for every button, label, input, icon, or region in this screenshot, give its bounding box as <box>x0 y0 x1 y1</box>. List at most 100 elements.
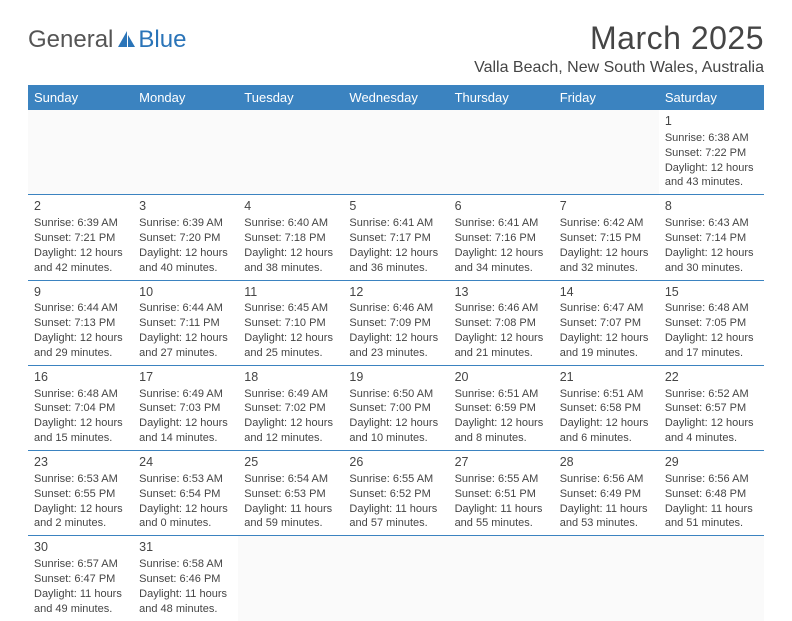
day-cell <box>343 536 448 621</box>
sunset-text: Sunset: 6:53 PM <box>244 487 337 502</box>
day1-text: Daylight: 12 hours <box>139 246 232 261</box>
day2-text: and 30 minutes. <box>665 261 758 276</box>
weekday-header: Thursday <box>449 85 554 110</box>
sunset-text: Sunset: 7:22 PM <box>665 146 758 161</box>
day-cell: 22Sunrise: 6:52 AMSunset: 6:57 PMDayligh… <box>659 365 764 450</box>
day-number: 17 <box>139 369 232 386</box>
day2-text: and 36 minutes. <box>349 261 442 276</box>
header: General Blue March 2025 Valla Beach, New… <box>28 20 764 77</box>
month-title: March 2025 <box>474 20 764 57</box>
day2-text: and 53 minutes. <box>560 516 653 531</box>
day-number: 18 <box>244 369 337 386</box>
day2-text: and 10 minutes. <box>349 431 442 446</box>
day-cell: 21Sunrise: 6:51 AMSunset: 6:58 PMDayligh… <box>554 365 659 450</box>
sunset-text: Sunset: 7:05 PM <box>665 316 758 331</box>
sunrise-text: Sunrise: 6:46 AM <box>349 301 442 316</box>
sunrise-text: Sunrise: 6:55 AM <box>455 472 548 487</box>
day-number: 22 <box>665 369 758 386</box>
day-number: 11 <box>244 284 337 301</box>
sunrise-text: Sunrise: 6:53 AM <box>34 472 127 487</box>
day1-text: Daylight: 12 hours <box>244 416 337 431</box>
logo-text-1: General <box>28 26 113 54</box>
day-number: 16 <box>34 369 127 386</box>
day-number: 21 <box>560 369 653 386</box>
day2-text: and 55 minutes. <box>455 516 548 531</box>
page: General Blue March 2025 Valla Beach, New… <box>0 0 792 612</box>
day2-text: and 27 minutes. <box>139 346 232 361</box>
day1-text: Daylight: 11 hours <box>665 502 758 517</box>
weekday-header: Sunday <box>28 85 133 110</box>
sunrise-text: Sunrise: 6:45 AM <box>244 301 337 316</box>
sunset-text: Sunset: 6:49 PM <box>560 487 653 502</box>
day2-text: and 49 minutes. <box>34 602 127 617</box>
day-cell: 5Sunrise: 6:41 AMSunset: 7:17 PMDaylight… <box>343 195 448 280</box>
day-number: 27 <box>455 454 548 471</box>
sunset-text: Sunset: 7:08 PM <box>455 316 548 331</box>
sunrise-text: Sunrise: 6:55 AM <box>349 472 442 487</box>
day-number: 15 <box>665 284 758 301</box>
sunrise-text: Sunrise: 6:50 AM <box>349 387 442 402</box>
day-cell <box>554 536 659 621</box>
day-number: 8 <box>665 198 758 215</box>
day-number: 29 <box>665 454 758 471</box>
sunrise-text: Sunrise: 6:47 AM <box>560 301 653 316</box>
sunset-text: Sunset: 6:46 PM <box>139 572 232 587</box>
day2-text: and 34 minutes. <box>455 261 548 276</box>
sunset-text: Sunset: 6:48 PM <box>665 487 758 502</box>
sunrise-text: Sunrise: 6:40 AM <box>244 216 337 231</box>
sunset-text: Sunset: 7:00 PM <box>349 401 442 416</box>
day-number: 2 <box>34 198 127 215</box>
day-number: 4 <box>244 198 337 215</box>
day-cell: 28Sunrise: 6:56 AMSunset: 6:49 PMDayligh… <box>554 451 659 536</box>
sunrise-text: Sunrise: 6:42 AM <box>560 216 653 231</box>
day1-text: Daylight: 12 hours <box>34 331 127 346</box>
sunrise-text: Sunrise: 6:53 AM <box>139 472 232 487</box>
day1-text: Daylight: 12 hours <box>349 331 442 346</box>
sunrise-text: Sunrise: 6:56 AM <box>560 472 653 487</box>
sunset-text: Sunset: 7:15 PM <box>560 231 653 246</box>
sunrise-text: Sunrise: 6:52 AM <box>665 387 758 402</box>
day-cell <box>554 110 659 195</box>
day2-text: and 21 minutes. <box>455 346 548 361</box>
day2-text: and 23 minutes. <box>349 346 442 361</box>
day2-text: and 42 minutes. <box>34 261 127 276</box>
sunrise-text: Sunrise: 6:54 AM <box>244 472 337 487</box>
week-row: 23Sunrise: 6:53 AMSunset: 6:55 PMDayligh… <box>28 451 764 536</box>
day-cell: 13Sunrise: 6:46 AMSunset: 7:08 PMDayligh… <box>449 280 554 365</box>
day-number: 26 <box>349 454 442 471</box>
day2-text: and 57 minutes. <box>349 516 442 531</box>
week-row: 16Sunrise: 6:48 AMSunset: 7:04 PMDayligh… <box>28 365 764 450</box>
sunrise-text: Sunrise: 6:51 AM <box>560 387 653 402</box>
day-cell: 27Sunrise: 6:55 AMSunset: 6:51 PMDayligh… <box>449 451 554 536</box>
day-cell: 7Sunrise: 6:42 AMSunset: 7:15 PMDaylight… <box>554 195 659 280</box>
day1-text: Daylight: 12 hours <box>349 416 442 431</box>
sunrise-text: Sunrise: 6:38 AM <box>665 131 758 146</box>
day2-text: and 15 minutes. <box>34 431 127 446</box>
sunset-text: Sunset: 6:58 PM <box>560 401 653 416</box>
day-number: 7 <box>560 198 653 215</box>
day1-text: Daylight: 12 hours <box>665 161 758 176</box>
weekday-header: Tuesday <box>238 85 343 110</box>
day2-text: and 25 minutes. <box>244 346 337 361</box>
calendar-table: Sunday Monday Tuesday Wednesday Thursday… <box>28 85 764 621</box>
location: Valla Beach, New South Wales, Australia <box>474 59 764 77</box>
day-cell: 24Sunrise: 6:53 AMSunset: 6:54 PMDayligh… <box>133 451 238 536</box>
sunset-text: Sunset: 6:55 PM <box>34 487 127 502</box>
day-number: 13 <box>455 284 548 301</box>
day1-text: Daylight: 12 hours <box>34 416 127 431</box>
day1-text: Daylight: 12 hours <box>34 246 127 261</box>
day-cell <box>133 110 238 195</box>
day-number: 12 <box>349 284 442 301</box>
day-cell: 19Sunrise: 6:50 AMSunset: 7:00 PMDayligh… <box>343 365 448 450</box>
day-cell <box>238 536 343 621</box>
sail-icon <box>115 29 137 51</box>
sunrise-text: Sunrise: 6:46 AM <box>455 301 548 316</box>
day1-text: Daylight: 12 hours <box>455 331 548 346</box>
sunrise-text: Sunrise: 6:49 AM <box>244 387 337 402</box>
day-cell: 16Sunrise: 6:48 AMSunset: 7:04 PMDayligh… <box>28 365 133 450</box>
day-number: 9 <box>34 284 127 301</box>
day1-text: Daylight: 12 hours <box>665 416 758 431</box>
sunrise-text: Sunrise: 6:44 AM <box>139 301 232 316</box>
day1-text: Daylight: 11 hours <box>349 502 442 517</box>
day-cell <box>238 110 343 195</box>
